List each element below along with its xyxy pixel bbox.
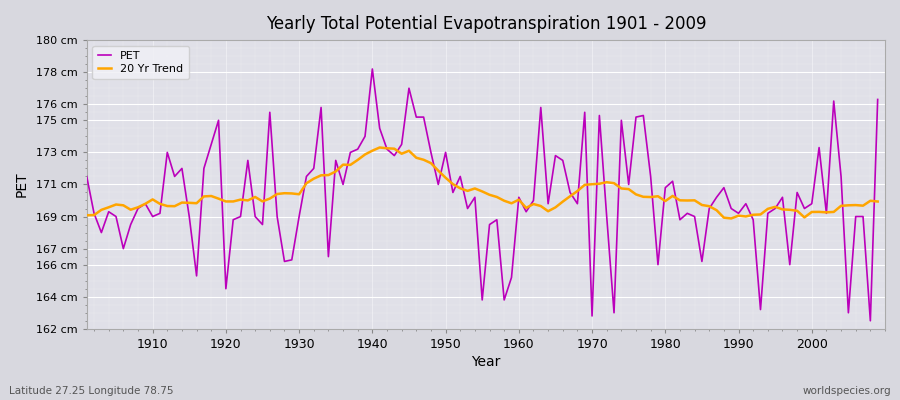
20 Yr Trend — [513, 197, 524, 202]
Line: PET: PET — [86, 69, 878, 321]
20 Yr Trend — [374, 145, 385, 150]
PET — [140, 201, 150, 206]
20 Yr Trend — [301, 181, 311, 186]
Text: Latitude 27.25 Longitude 78.75: Latitude 27.25 Longitude 78.75 — [9, 386, 174, 396]
Y-axis label: PET: PET — [15, 172, 29, 197]
PET — [513, 195, 524, 200]
20 Yr Trend — [608, 181, 619, 186]
PET — [521, 209, 532, 214]
Text: worldspecies.org: worldspecies.org — [803, 386, 891, 396]
20 Yr Trend — [872, 199, 883, 204]
PET — [345, 150, 356, 155]
PET — [81, 174, 92, 179]
20 Yr Trend — [81, 213, 92, 218]
Title: Yearly Total Potential Evapotranspiration 1901 - 2009: Yearly Total Potential Evapotranspiratio… — [266, 15, 706, 33]
PET — [367, 66, 378, 71]
PET — [865, 318, 876, 323]
20 Yr Trend — [345, 162, 356, 167]
20 Yr Trend — [140, 201, 150, 206]
Legend: PET, 20 Yr Trend: PET, 20 Yr Trend — [93, 46, 189, 79]
Line: 20 Yr Trend: 20 Yr Trend — [86, 148, 878, 218]
PET — [608, 310, 619, 315]
20 Yr Trend — [521, 206, 532, 210]
PET — [872, 97, 883, 102]
PET — [301, 174, 311, 179]
X-axis label: Year: Year — [472, 355, 500, 369]
20 Yr Trend — [725, 216, 736, 221]
